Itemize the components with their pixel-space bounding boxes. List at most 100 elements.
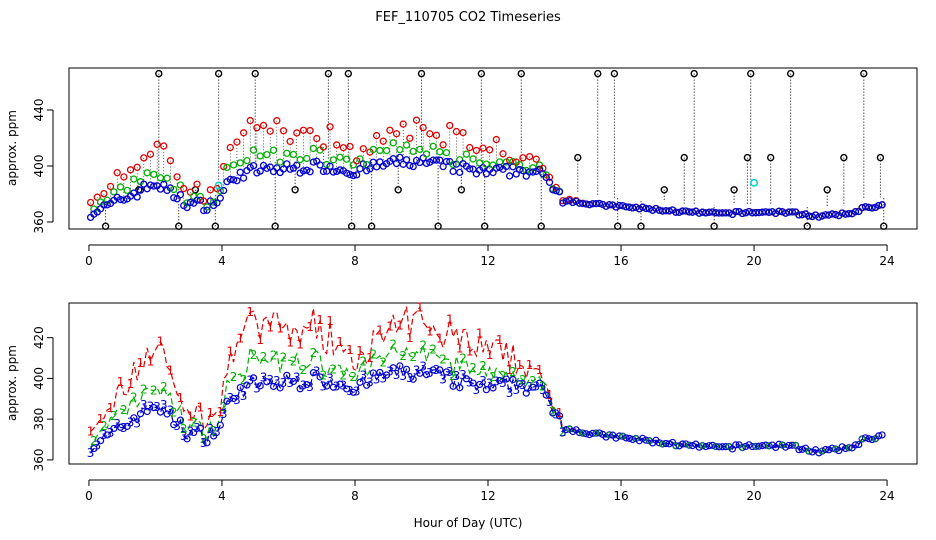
ch3-point: [605, 201, 614, 209]
ch2-marker: 2: [389, 338, 397, 352]
ch3-point: [825, 211, 833, 219]
ch3-point: [582, 430, 590, 438]
ch2-marker: 2: [130, 390, 138, 404]
ch3-point: [306, 168, 314, 176]
ch3-point: [502, 375, 510, 383]
ch3-point: [665, 440, 673, 448]
ch3-point: [785, 441, 793, 450]
ch2-marker: 2: [469, 361, 477, 375]
ch2-point: [263, 150, 271, 159]
x-axis-title: Hour of Day (UTC): [414, 516, 523, 530]
ch3-point: [183, 203, 191, 212]
ch1-marker: 1: [436, 331, 444, 345]
ch3-point: [482, 386, 490, 394]
ch1-point: [406, 134, 414, 142]
ch3-point: [176, 191, 185, 199]
ch3-point: [449, 167, 457, 176]
ch1-point: [133, 163, 141, 171]
ch2-marker: 2: [240, 373, 248, 387]
ch3-point: [515, 166, 524, 174]
ch3-point: [831, 210, 840, 219]
top-plot-frame: [68, 67, 918, 230]
ch3-point: [675, 208, 683, 216]
ch3-point: [476, 380, 484, 389]
ref-spike-point: [594, 69, 602, 78]
ch2-marker: 2: [160, 380, 168, 394]
ch3-marker: 3: [373, 373, 381, 387]
ch3-point: [589, 429, 597, 437]
ch1-point: [525, 152, 534, 161]
ch2-point: [196, 192, 205, 201]
ch1-marker: 1: [426, 325, 434, 339]
ch3-point: [629, 435, 637, 444]
ch3-point: [529, 168, 537, 176]
ch1-point: [492, 135, 500, 144]
ch2-marker: 2: [539, 380, 547, 394]
ch2-point: [249, 146, 258, 154]
ch3-point: [855, 440, 863, 449]
ch2-marker: 2: [459, 352, 467, 366]
ch3-point: [685, 208, 693, 216]
ch1-point: [372, 131, 381, 140]
ch1-marker: 1: [236, 331, 244, 345]
ch2-point: [509, 157, 517, 166]
ch1-point: [259, 121, 268, 130]
ch3-marker: 3: [273, 374, 281, 388]
ch3-point: [575, 428, 584, 437]
ch3-point: [542, 391, 550, 399]
ch2-point: [422, 150, 431, 158]
ch1-point: [519, 154, 527, 162]
ch2-point: [150, 170, 158, 179]
ch3-point: [346, 171, 354, 179]
ch3-marker: 3: [293, 370, 301, 384]
ch2-marker: 2: [320, 369, 328, 383]
top-x-tick-label: 8: [351, 254, 359, 268]
ch3-point: [722, 209, 730, 217]
ch3-point: [406, 161, 414, 170]
ref-spike-point: [860, 69, 868, 78]
ch2-point: [402, 141, 411, 149]
top-y-tick-label: 360: [32, 211, 46, 234]
ch3-point: [535, 379, 544, 387]
ch3-point: [815, 213, 823, 221]
ch3-point: [629, 204, 637, 212]
ch2-point: [190, 192, 198, 200]
ch2-point: [343, 155, 351, 163]
ref-spike-point: [517, 69, 525, 78]
ch3-point: [682, 207, 690, 215]
ch1-point: [346, 142, 354, 151]
bottom-x-tick-label: 20: [746, 489, 761, 503]
ch3-point: [748, 209, 757, 217]
ch3-point: [748, 442, 756, 451]
ch2-point: [442, 149, 451, 157]
ch1-marker: 1: [167, 364, 175, 378]
ch3-point: [788, 441, 796, 449]
ch1-marker: 1: [207, 406, 215, 420]
top-x-tick-label: 0: [85, 254, 93, 268]
ch1-marker: 1: [216, 405, 224, 419]
ch3-point: [303, 380, 311, 389]
ch3-point: [509, 163, 517, 171]
ch2-marker: 2: [529, 374, 537, 388]
ch3-point: [309, 369, 318, 377]
ch3-marker: 3: [413, 363, 421, 377]
ch3-point: [382, 371, 391, 379]
ch2-marker: 2: [429, 343, 437, 357]
ch2-marker: 2: [250, 348, 258, 362]
ch3-point: [256, 382, 264, 390]
ch3-point: [116, 195, 125, 204]
ref-spike-point: [840, 153, 848, 162]
ch3-point: [206, 197, 214, 205]
ch3-point: [279, 165, 288, 173]
ref-spike-point: [876, 153, 885, 162]
ch1-marker: 1: [366, 351, 374, 365]
ch3-point: [286, 165, 294, 173]
ch2-point: [396, 145, 404, 154]
ref-spike-point: [271, 222, 279, 230]
ch2-point: [256, 152, 264, 160]
ch3-marker: 3: [359, 368, 367, 382]
ch3-point: [456, 168, 464, 177]
ch1-marker: 1: [356, 344, 364, 358]
ch3-point: [316, 161, 324, 169]
ch3-point: [422, 159, 431, 168]
